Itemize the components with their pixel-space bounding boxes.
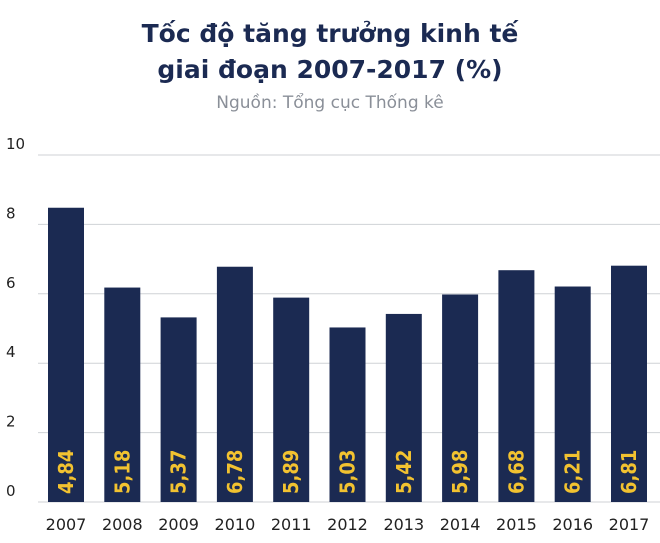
bar-data-label: 5,37 [167,450,191,494]
bar [160,317,197,502]
x-tick-label: 2010 [215,515,256,534]
x-tick-label: 2017 [609,515,650,534]
x-tick-label: 2016 [552,515,593,534]
bar [442,294,479,502]
bar [329,327,366,502]
x-tick-label: 2008 [102,515,143,534]
bar [385,313,422,502]
x-tick-label: 2013 [383,515,424,534]
bar-data-label: 5,98 [448,450,472,494]
bar [611,265,647,502]
y-tick-label: 0 [6,482,16,500]
bar [554,286,591,502]
x-tick-label: 2014 [440,515,481,534]
bar-data-label: 5,42 [392,450,416,494]
x-tick-label: 2012 [327,515,368,534]
chart-source: Nguồn: Tổng cục Thống kê [216,93,444,113]
x-tick-label: 2011 [271,515,312,534]
bar [273,297,310,502]
x-tick-label: 2009 [158,515,199,534]
bar [104,287,141,502]
bar-data-label: 6,78 [223,450,247,494]
bar [498,270,535,502]
bar [216,266,253,502]
bar-data-label: 6,81 [617,450,641,494]
y-tick-label: 8 [6,204,16,222]
bar-data-label: 5,03 [336,450,360,494]
bar-data-label: 6,68 [504,450,528,494]
y-tick-label: 6 [6,274,16,292]
chart-title-line-2: giai đoạn 2007-2017 (%) [157,55,503,84]
bar-data-label: 6,21 [561,450,585,494]
bar [48,207,84,502]
y-tick-label: 10 [6,135,25,153]
x-tick-label: 2015 [496,515,537,534]
chart-title-line-1: Tốc độ tăng trưởng kinh tế [141,19,519,48]
bar-data-label: 5,89 [279,450,303,494]
bar-data-label: 5,18 [110,450,134,494]
bar-data-label: 4,84 [54,450,78,494]
y-tick-label: 4 [6,343,16,361]
chart-title: Tốc độ tăng trưởng kinh tế giai đoạn 200… [0,16,660,88]
x-tick-label: 2007 [46,515,87,534]
y-tick-label: 2 [6,413,16,431]
